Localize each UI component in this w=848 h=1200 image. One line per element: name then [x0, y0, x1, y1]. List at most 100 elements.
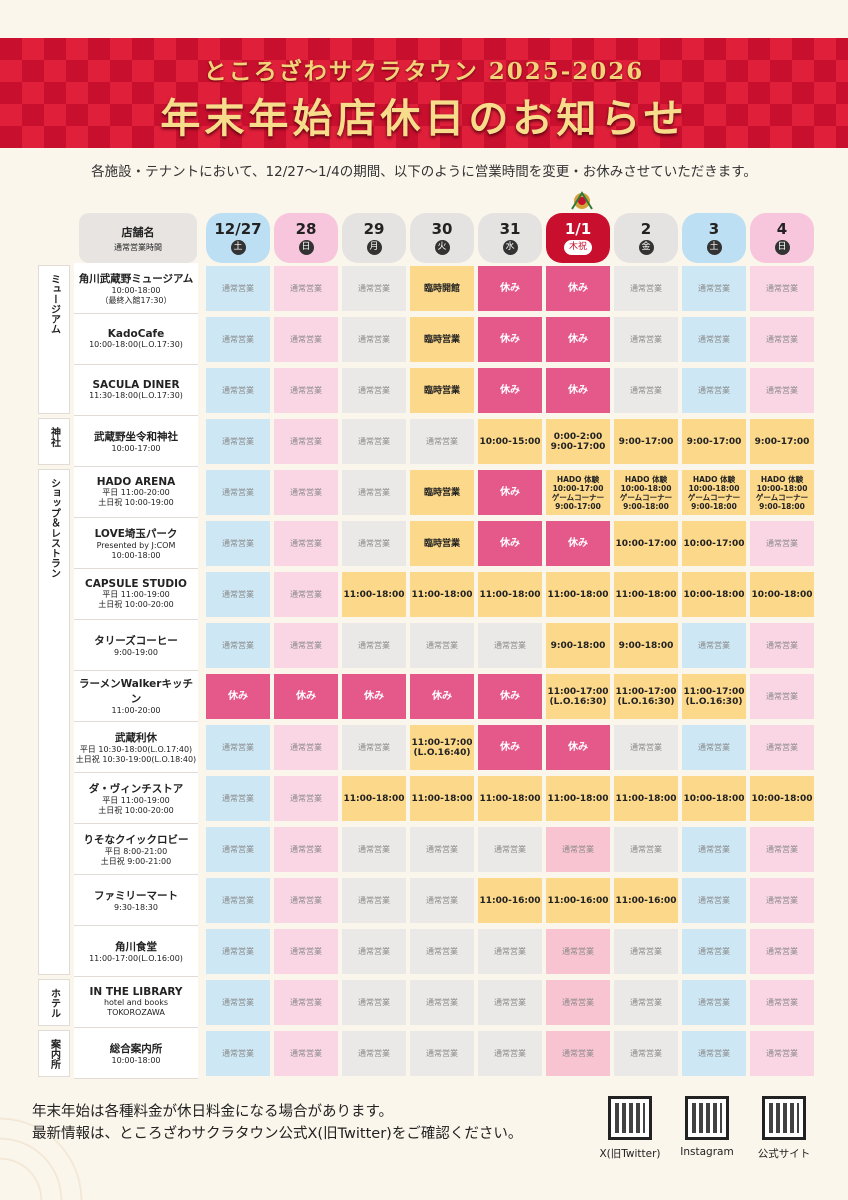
- store-hours: 10:00-18:00: [111, 1055, 161, 1065]
- schedule-cell: 休み: [478, 470, 542, 515]
- schedule-cell: 通常営業: [206, 419, 270, 464]
- day-header: 29 月: [342, 213, 406, 263]
- store-hours: 11:00-17:00(L.O.16:00): [89, 953, 183, 963]
- store-hours: 10:00-17:00: [111, 443, 161, 453]
- store-hours: 9:00-19:00: [114, 647, 158, 657]
- schedule-cell: 通常営業: [750, 368, 814, 413]
- schedule-cell: 11:00-18:00: [342, 572, 406, 617]
- schedule-table: 店舗名 通常営業時間 12/27 土 28 日 29 月 30 火 31 水 1/1 木祝 2 金 3 土 4 日…: [34, 191, 814, 1079]
- qr-code-official-site[interactable]: [762, 1096, 806, 1140]
- schedule-cell: 休み: [206, 674, 270, 719]
- day-weekday: 日: [298, 240, 314, 255]
- schedule-cell: 休み: [478, 317, 542, 362]
- schedule-cell: 通常営業: [206, 980, 270, 1025]
- day-date: 1/1: [564, 220, 592, 238]
- qr-code-x[interactable]: [608, 1096, 652, 1140]
- schedule-cell: 通常営業: [682, 266, 746, 311]
- schedule-cell: 通常営業: [614, 266, 678, 311]
- schedule-cell: 通常営業: [274, 521, 338, 566]
- schedule-cell: 通常営業: [682, 827, 746, 872]
- footer-notes: 年末年始は各種料金が休日料金になる場合があります。 最新情報は、ところざわサクラ…: [32, 1101, 522, 1145]
- qr-label-official-site: 公式サイト: [757, 1148, 811, 1160]
- category-text: ミュージアム: [48, 274, 60, 334]
- schedule-cell: HADO 体験 10:00-18:00 ゲームコーナー 9:00-18:00: [750, 470, 814, 515]
- schedule-cell: 11:00-18:00: [614, 572, 678, 617]
- store-name-cell: 総合案内所 10:00-18:00: [74, 1028, 198, 1079]
- store-name-cell: 武蔵野坐令和神社 10:00-17:00: [74, 416, 198, 467]
- table-row: 総合案内所 10:00-18:00 通常営業 通常営業 通常営業 通常営業 通常営業 通常営業…: [74, 1028, 814, 1079]
- schedule-cell: 9:00-18:00: [614, 623, 678, 668]
- schedule-cell: 通常営業: [342, 929, 406, 974]
- schedule-cell: 休み: [546, 266, 610, 311]
- store-hours: Presented by J:COM: [96, 540, 176, 550]
- qr-code-instagram[interactable]: [685, 1096, 729, 1140]
- schedule-cell: 通常営業: [750, 317, 814, 362]
- schedule-cell: 休み: [478, 368, 542, 413]
- schedule-cell: 10:00-17:00: [682, 521, 746, 566]
- store-name: CAPSULE STUDIO: [85, 578, 187, 590]
- store-hours: 9:30-18:30: [114, 902, 158, 912]
- store-name-cell: HADO ARENA 平日 11:00-20:00 土日祝 10:00-19:00: [74, 467, 198, 518]
- schedule-cell: 10:00-18:00: [750, 776, 814, 821]
- schedule-cell: 通常営業: [410, 1031, 474, 1076]
- day-date: 4: [776, 220, 788, 238]
- store-hours: 平日 11:00-19:00: [102, 795, 170, 805]
- schedule-cell: 通常営業: [342, 266, 406, 311]
- category-text: 神社: [48, 427, 60, 447]
- schedule-cell: 通常営業: [614, 1031, 678, 1076]
- store-name-cell: 角川食堂 11:00-17:00(L.O.16:00): [74, 926, 198, 977]
- schedule-cell: 通常営業: [342, 470, 406, 515]
- day-weekday: 月: [366, 240, 382, 255]
- store-hours: 土日祝 10:00-20:00: [98, 600, 174, 609]
- store-name: 武蔵野坐令和神社: [94, 430, 178, 443]
- header-subtitle: ところざわサクラタウン 2025-2026: [203, 58, 645, 85]
- table-row: 武蔵利休 平日 10:30-18:00(L.O.17:40) 土日祝 10:30-1…: [74, 722, 814, 773]
- store-name-cell: 角川武蔵野ミュージアム 10:00-18:00 （最終入館17:30）: [74, 263, 198, 314]
- store-name: KadoCafe: [107, 328, 165, 340]
- schedule-cell: 通常営業: [342, 623, 406, 668]
- schedule-cell: 通常営業: [750, 980, 814, 1025]
- schedule-cell: 11:00-16:00: [614, 878, 678, 923]
- schedule-cell: 通常営業: [682, 317, 746, 362]
- store-hours: 平日 8:00-21:00: [104, 846, 168, 856]
- store-hours: hotel and books TOKOROZAWA: [103, 998, 169, 1017]
- schedule-cell: 休み: [478, 674, 542, 719]
- schedule-cell: 通常営業: [206, 878, 270, 923]
- footer-line-2: 最新情報は、ところざわサクラタウン公式X(旧Twitter)をご確認ください。: [32, 1126, 523, 1142]
- store-hours: 10:00-18:00: [111, 285, 161, 295]
- day-date: 2: [640, 220, 652, 238]
- store-hours: 10:00-18:00: [111, 550, 161, 560]
- category-label: ショップ＆レストラン: [38, 469, 70, 975]
- store-name: HADO ARENA: [96, 476, 176, 488]
- store-name-cell: LOVE埼玉パーク Presented by J:COM 10:00-18:00: [74, 518, 198, 569]
- store-name: 武蔵利休: [115, 731, 157, 744]
- schedule-cell: 通常営業: [274, 572, 338, 617]
- category-text: ホテル: [48, 988, 60, 1018]
- schedule-cell: 通常営業: [614, 725, 678, 770]
- table-row: ファミリーマート 9:30-18:30 通常営業 通常営業 通常営業 通常営業 11:00-…: [74, 875, 814, 926]
- day-header: 1/1 木祝: [546, 213, 610, 263]
- store-hours: 平日 11:00-20:00: [102, 488, 170, 497]
- schedule-cell: 臨時開館: [410, 266, 474, 311]
- schedule-cell: 休み: [546, 317, 610, 362]
- schedule-cell: 11:00-18:00: [546, 572, 610, 617]
- schedule-cell: 9:00-17:00: [614, 419, 678, 464]
- schedule-cell: 通常営業: [750, 674, 814, 719]
- schedule-cell: 通常営業: [206, 368, 270, 413]
- store-header-sublabel: 通常営業時間: [114, 243, 162, 252]
- schedule-cell: 9:00-17:00: [682, 419, 746, 464]
- schedule-cell: 通常営業: [682, 368, 746, 413]
- store-name-cell: ダ・ヴィンチストア 平日 11:00-19:00 土日祝 10:00-20:00: [74, 773, 198, 824]
- schedule-cell: 通常営業: [750, 878, 814, 923]
- schedule-cell: 休み: [410, 674, 474, 719]
- table-row: ラーメンWalkerキッチン 11:00-20:00 休み 休み 休み 休み 休み 11:00…: [74, 671, 814, 722]
- schedule-cell: 通常営業: [682, 878, 746, 923]
- schedule-cell: 通常営業: [206, 521, 270, 566]
- day-date: 3: [708, 220, 720, 238]
- schedule-cell: 通常営業: [274, 725, 338, 770]
- schedule-cell: 通常営業: [614, 317, 678, 362]
- schedule-cell: HADO 体験 10:00-18:00 ゲームコーナー 9:00-18:00: [614, 470, 678, 515]
- schedule-cell: 11:00-18:00: [410, 776, 474, 821]
- schedule-cell: 11:00-17:00 (L.O.16:30): [546, 674, 610, 719]
- schedule-cell: 11:00-18:00: [546, 776, 610, 821]
